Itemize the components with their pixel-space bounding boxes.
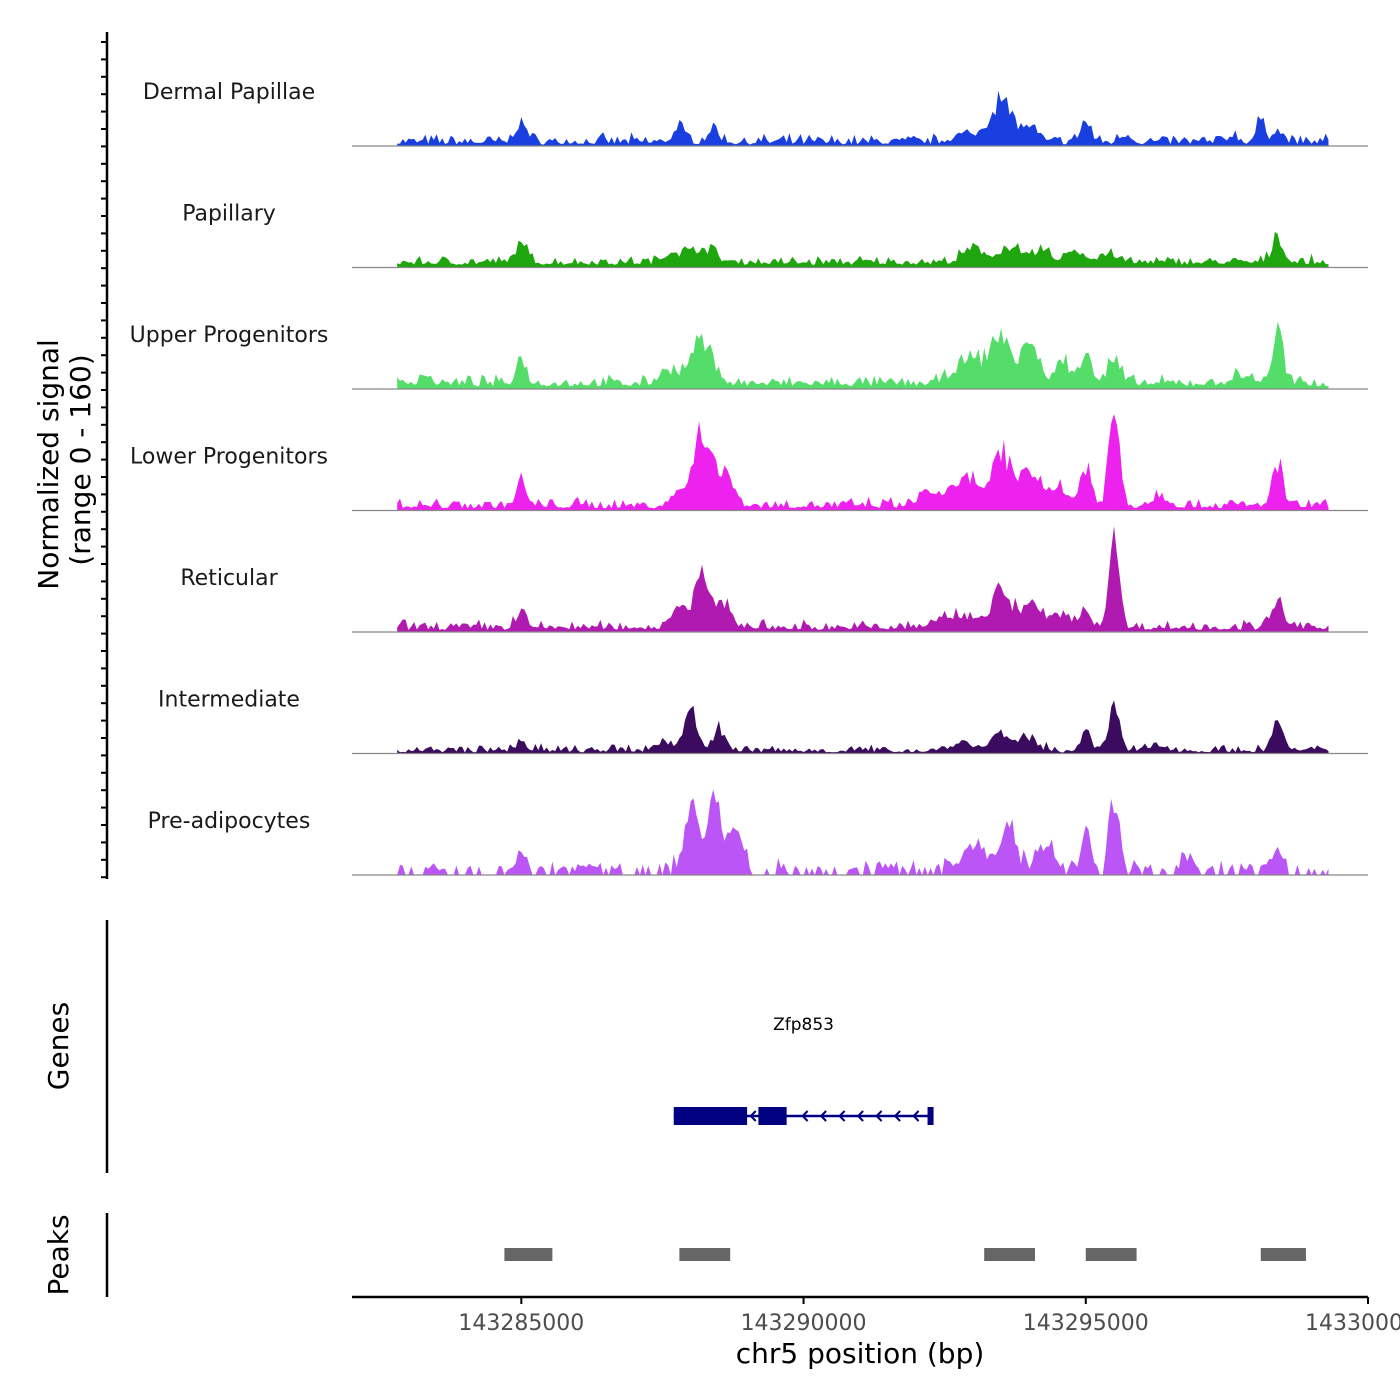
gene-name: Zfp853: [773, 1015, 834, 1035]
strand-arrow: [749, 1110, 757, 1122]
strand-arrow: [893, 1110, 901, 1122]
gene-model: Zfp853: [673, 1015, 934, 1125]
signal-panel: Normalized signal (range 0 - 160) Dermal…: [32, 32, 1368, 879]
signal-y-axis-title: Normalized signal (range 0 - 160): [32, 330, 97, 589]
signal-track: Upper Progenitors: [130, 321, 1368, 390]
signal-area: [397, 414, 1329, 511]
x-axis-ticks: 143285000 143290000 143295000 143300000: [458, 1297, 1400, 1336]
strand-arrow: [819, 1110, 827, 1122]
track-label: Dermal Papillae: [143, 80, 315, 105]
peak-region: [504, 1248, 553, 1261]
y-title-line-1: Normalized signal: [32, 339, 65, 590]
genes-track-title: Genes: [42, 1002, 75, 1090]
x-tick-label: 143285000: [458, 1311, 584, 1336]
peak-region: [1260, 1248, 1306, 1261]
y-title-line-2: (range 0 - 160): [64, 354, 97, 565]
signal-area: [397, 90, 1329, 146]
signal-track: Reticular: [180, 526, 1368, 633]
track-label: Upper Progenitors: [130, 323, 329, 348]
peak-region: [984, 1248, 1035, 1261]
peaks-panel: Peaks: [42, 1213, 1306, 1297]
gene-exon: [927, 1107, 934, 1125]
signal-track: Intermediate: [158, 688, 1368, 755]
x-tick-label: 143300000: [1305, 1311, 1400, 1336]
signal-track: Pre-adipocytes: [148, 789, 1368, 876]
signal-tracks: Dermal Papillae Papillary Upper Progenitor…: [130, 80, 1368, 876]
strand-arrow: [838, 1110, 846, 1122]
peak-regions: [504, 1248, 1306, 1261]
strand-arrow: [856, 1110, 864, 1122]
strand-arrow: [801, 1110, 809, 1122]
peak-region: [679, 1248, 731, 1261]
x-tick-label: 143290000: [741, 1311, 867, 1336]
peak-region: [1085, 1248, 1137, 1261]
signal-area: [397, 700, 1329, 754]
signal-y-ticks: [101, 41, 107, 879]
gene-exon: [758, 1107, 787, 1125]
strand-arrow: [912, 1110, 920, 1122]
x-axis-title: chr5 position (bp): [736, 1337, 985, 1370]
signal-track: Papillary: [182, 202, 1368, 269]
gene-models: Zfp853: [673, 1015, 934, 1125]
genes-panel: Genes Zfp853: [42, 920, 934, 1173]
track-label: Intermediate: [158, 688, 300, 713]
signal-area: [397, 231, 1329, 268]
x-axis: 143285000 143290000 143295000 143300000 chr…: [352, 1295, 1400, 1370]
track-label: Pre-adipocytes: [148, 809, 311, 834]
peaks-track-title: Peaks: [42, 1214, 75, 1295]
track-label: Reticular: [180, 566, 278, 591]
signal-track: Lower Progenitors: [130, 414, 1368, 512]
signal-area: [397, 526, 1329, 632]
track-label: Papillary: [182, 202, 276, 227]
strand-arrow: [875, 1110, 883, 1122]
track-label: Lower Progenitors: [130, 445, 328, 470]
signal-track: Dermal Papillae: [143, 80, 1368, 147]
signal-area: [397, 321, 1329, 389]
x-tick-label: 143295000: [1023, 1311, 1149, 1336]
gene-exon: [673, 1107, 748, 1125]
signal-area: [397, 789, 1329, 875]
